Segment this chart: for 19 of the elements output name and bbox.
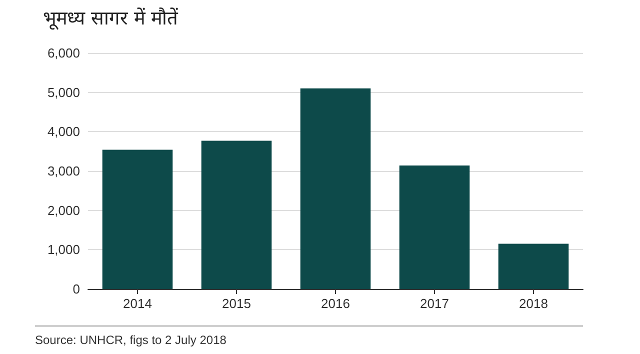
x-tick-label: 2016 [321,296,350,311]
x-tick-label: 2015 [222,296,251,311]
source-note: Source: UNHCR, figs to 2 July 2018 [35,333,227,347]
x-tick-label: 2014 [123,296,152,311]
y-tick-label: 6,000 [47,46,80,60]
chart-title: भूमध्य सागर में मौतें [43,6,180,30]
y-tick-label: 1,000 [47,242,80,258]
x-tick-label: 2018 [519,296,548,311]
x-tick-label: 2017 [420,296,449,311]
bar [102,150,173,289]
bar [201,140,272,289]
bar [498,244,569,289]
bar [399,165,470,289]
y-tick-label: 3,000 [47,164,80,178]
y-tick-label: 2,000 [47,202,80,218]
y-tick-label: 5,000 [47,84,80,100]
y-tick-label: 4,000 [47,124,80,140]
y-tick-label: 0 [72,282,80,296]
bar [300,88,371,289]
